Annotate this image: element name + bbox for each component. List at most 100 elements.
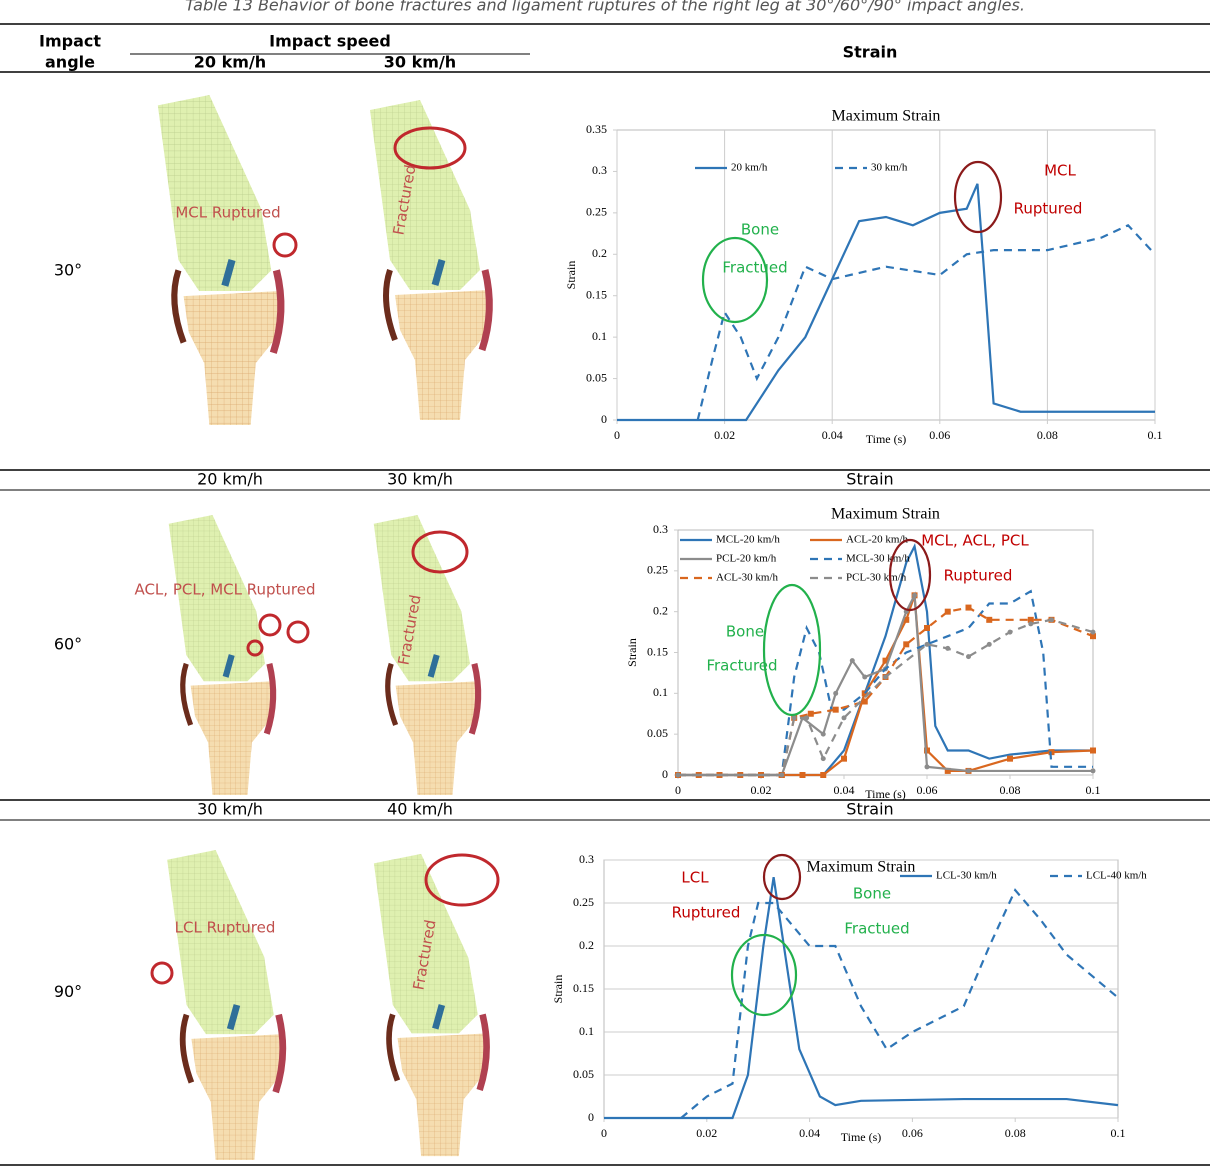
series-marker (832, 706, 839, 713)
knee-image (374, 854, 487, 1156)
y-tick-label: 0.25 (573, 895, 594, 909)
strain-cell: Strain (846, 800, 893, 819)
y-tick-label: 0.35 (586, 122, 607, 136)
y-tick-label: 0.2 (579, 938, 594, 952)
legend-label: 30 km/h (871, 162, 908, 174)
series-marker (882, 657, 889, 664)
series-marker (862, 674, 868, 680)
legend-label: ACL-20 km/h (846, 534, 909, 546)
series-marker (883, 674, 888, 680)
series-marker (986, 641, 992, 647)
series-line (604, 877, 1119, 1120)
series-marker (924, 764, 930, 770)
y-tick-label: 0.3 (592, 163, 607, 177)
y-tick-label: 0.2 (592, 246, 607, 260)
series-marker (820, 731, 826, 737)
chart-title: Maximum Strain (807, 859, 916, 876)
series-marker (966, 768, 971, 774)
x-tick-label: 0 (601, 1126, 607, 1140)
x-tick-label: 0.04 (822, 428, 843, 442)
x-tick-label: 0.04 (834, 783, 855, 797)
x-tick-label: 0.06 (917, 783, 938, 797)
series-marker (807, 710, 814, 717)
y-tick-label: 0.1 (653, 685, 668, 699)
annotation-ellipse (730, 933, 798, 1017)
series-marker (833, 690, 839, 696)
series-marker (779, 772, 785, 778)
y-tick-label: 0.3 (653, 522, 668, 536)
angle-cell: 60° (54, 635, 82, 654)
series-marker (1027, 616, 1034, 623)
x-tick-label: 0.06 (929, 428, 950, 442)
header-cell: Impact (39, 32, 101, 51)
annotation: MCL (1044, 162, 1076, 180)
strain-cell: Strain (846, 470, 893, 489)
series-marker (849, 658, 855, 664)
series-marker (945, 645, 951, 651)
legend-label: MCL-30 km/h (846, 553, 910, 565)
series-line (678, 589, 1093, 777)
chart-title: Maximum Strain (831, 506, 940, 523)
legend-label: PCL-30 km/h (846, 572, 907, 584)
annotation: Bone (726, 623, 764, 641)
series-marker (820, 756, 826, 762)
x-tick-label: 0.1 (1111, 1126, 1126, 1140)
x-tick-label: 0.02 (696, 1126, 717, 1140)
header-cell: Strain (843, 43, 898, 62)
series-marker (986, 616, 993, 623)
x-tick-label: 0 (614, 428, 620, 442)
y-tick-label: 0.1 (592, 329, 607, 343)
table-caption: Table 13 Behavior of bone fractures and … (185, 0, 1025, 15)
y-tick-label: 0.25 (586, 205, 607, 219)
series-line (696, 223, 1156, 421)
annotation: Bone (853, 885, 891, 903)
header-cell: angle (45, 53, 95, 72)
annotation: Fractued (722, 259, 787, 277)
series-marker (1090, 633, 1096, 640)
legend-label: MCL-20 km/h (716, 534, 780, 546)
chart-title: Maximum Strain (832, 108, 941, 125)
speed-cell: 30 km/h (387, 470, 453, 489)
y-tick-label: 0.2 (653, 603, 668, 617)
series-line (678, 618, 1094, 777)
y-tick-label: 0 (662, 767, 668, 781)
knee-image (370, 100, 490, 420)
annotation-ellipse (762, 583, 822, 717)
y-tick-label: 0.3 (579, 852, 594, 866)
header-cell: Impact speed (269, 32, 391, 51)
series-marker (924, 641, 930, 647)
knee-label: MCL Ruptured (175, 204, 280, 222)
series-marker (1028, 621, 1034, 627)
x-tick-label: 0.08 (1000, 783, 1021, 797)
plot-frame (677, 529, 1094, 776)
x-axis-label: Time (s) (841, 1130, 882, 1144)
x-tick-label: 0.02 (751, 783, 772, 797)
annotation: Ruptured (944, 567, 1013, 585)
annotation: Ruptured (1014, 200, 1083, 218)
annotation: LCL (681, 869, 709, 887)
series-marker (799, 772, 806, 778)
y-axis-label: Strain (551, 975, 565, 1004)
y-tick-label: 0.25 (647, 563, 668, 577)
series-marker (1090, 629, 1096, 635)
legend-label: ACL-30 km/h (716, 572, 779, 584)
series-line (617, 183, 1155, 422)
series-marker (841, 755, 847, 762)
series-marker (944, 767, 951, 774)
header-cell: 30 km/h (384, 53, 456, 72)
x-tick-label: 0.06 (902, 1126, 923, 1140)
x-tick-label: 0.08 (1005, 1126, 1026, 1140)
series-marker (820, 772, 827, 778)
y-axis-label: Strain (564, 261, 578, 290)
series-marker (841, 715, 847, 721)
series-marker (1049, 617, 1054, 623)
annotation-ellipse (701, 236, 769, 324)
y-tick-label: 0.1 (579, 1024, 594, 1038)
x-axis-label: Time (s) (866, 432, 907, 446)
series-marker (965, 604, 972, 611)
annotation: Ruptured (672, 904, 741, 922)
speed-cell: 20 km/h (197, 470, 263, 489)
annotation-ellipse (762, 853, 802, 901)
series-marker (675, 772, 681, 778)
